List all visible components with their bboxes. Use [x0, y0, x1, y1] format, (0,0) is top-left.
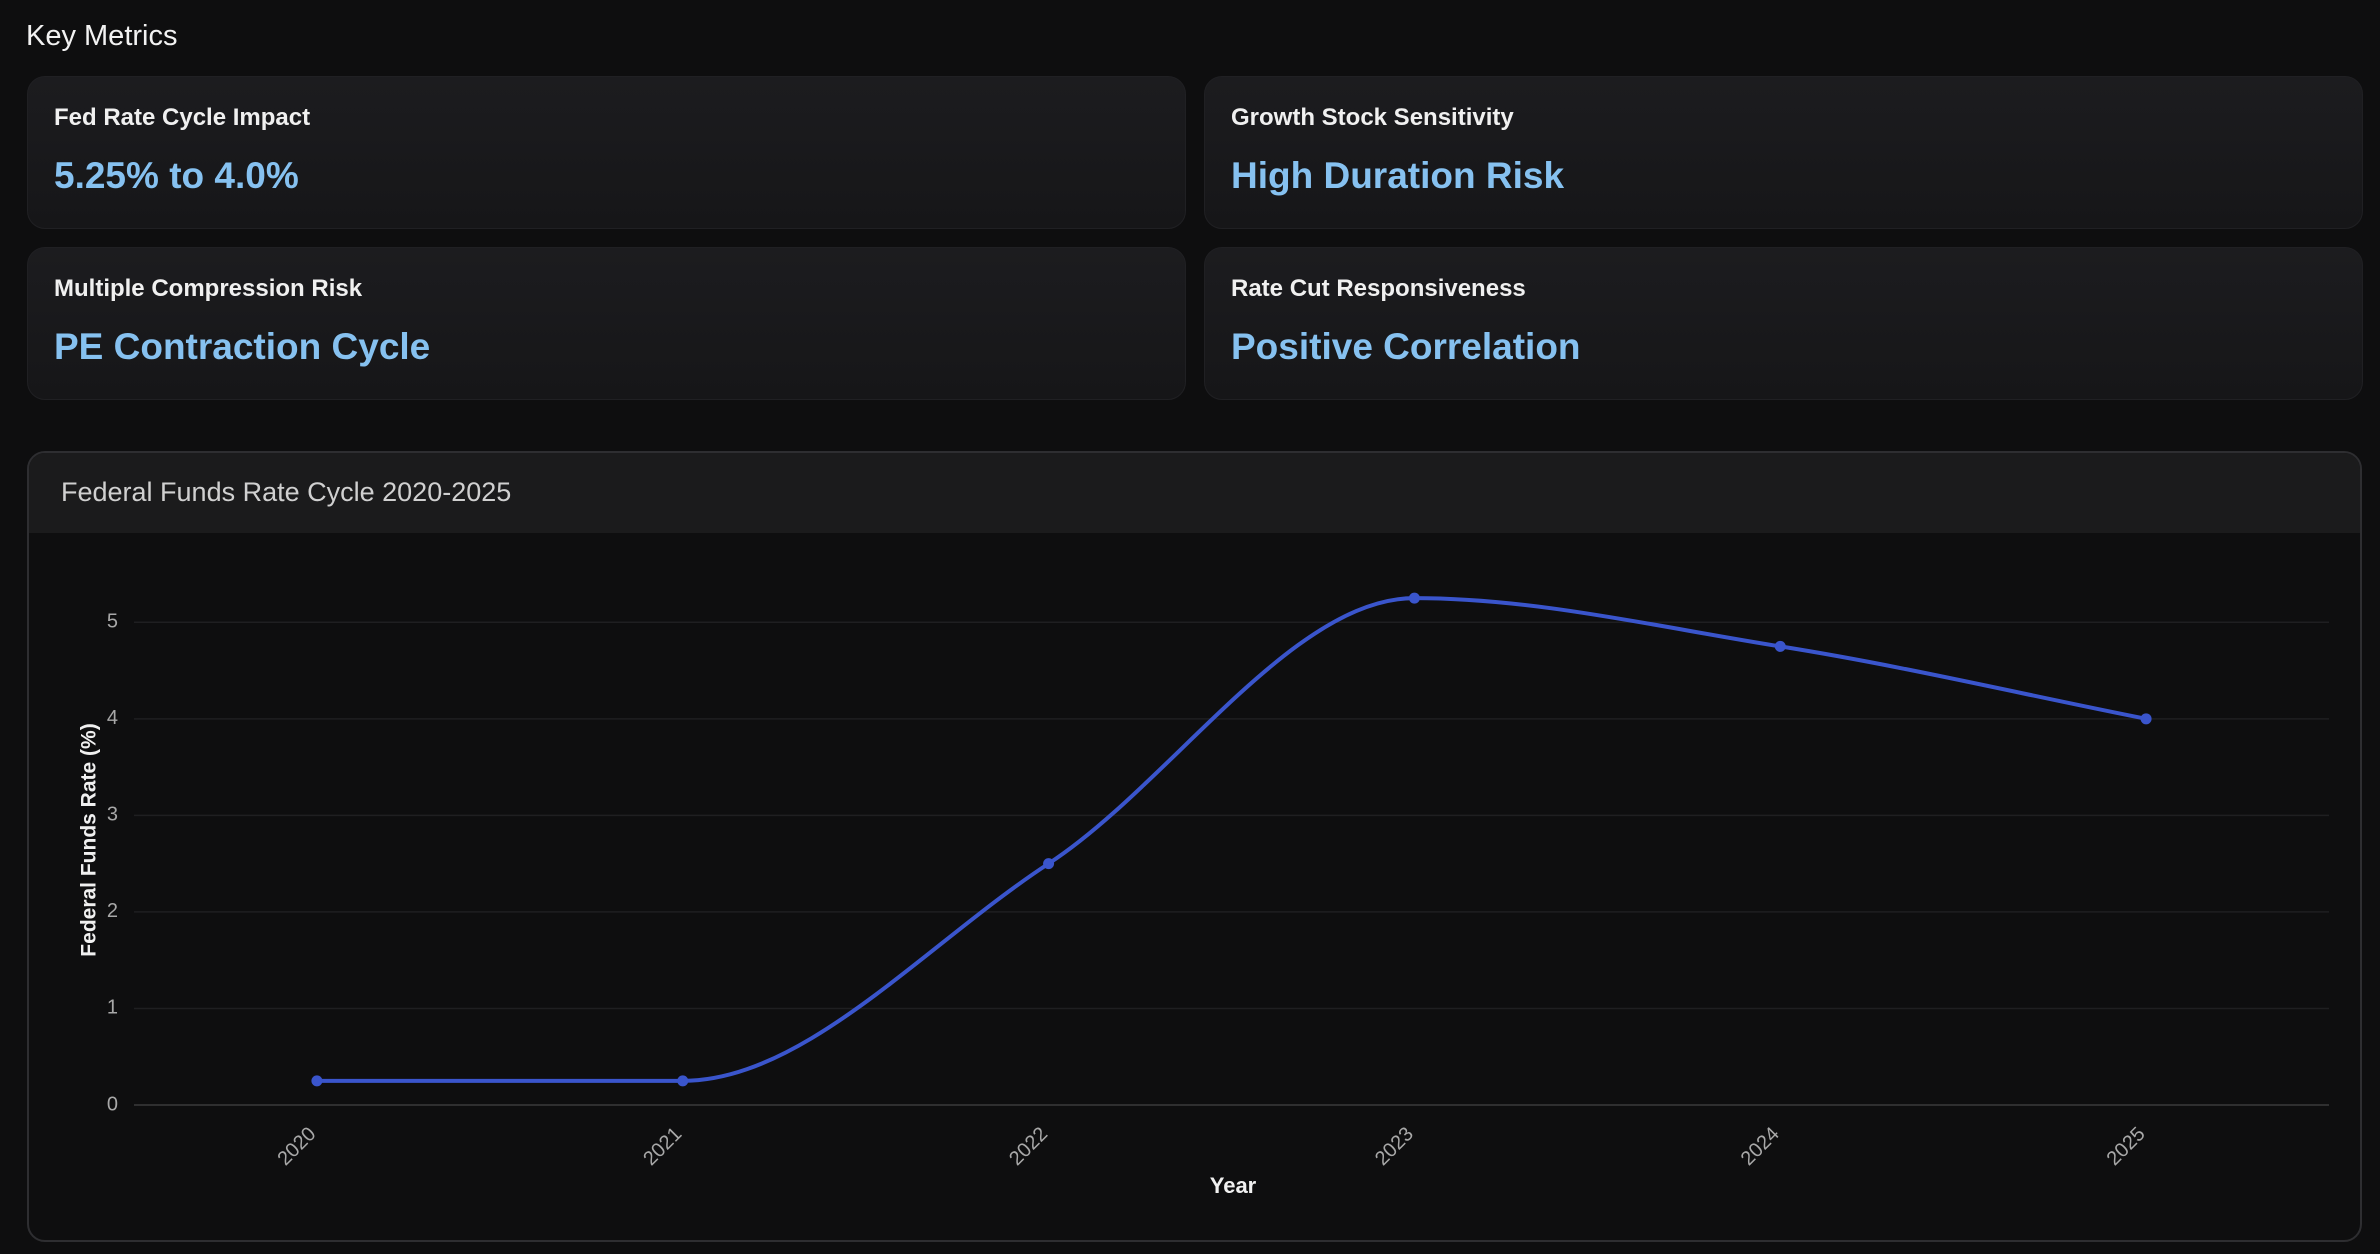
y-axis-label: Federal Funds Rate (%) [78, 723, 101, 956]
chart-header: Federal Funds Rate Cycle 2020-2025 [29, 453, 2360, 533]
point [311, 1075, 323, 1087]
point [1043, 858, 1055, 870]
chart-title: Federal Funds Rate Cycle 2020-2025 [61, 477, 512, 507]
metric-value: Positive Correlation [1231, 326, 1581, 367]
y-tick-label: 3 [107, 804, 118, 826]
x-tick-label: 2021 [639, 1123, 686, 1170]
section-title: Key Metrics [26, 20, 178, 52]
metric-value: 5.25% to 4.0% [54, 155, 299, 196]
metric-card: Fed Rate Cycle Impact 5.25% to 4.0% [27, 76, 1186, 229]
metric-card: Rate Cut Responsiveness Positive Correla… [1204, 247, 2363, 400]
metric-card: Multiple Compression Risk PE Contraction… [27, 247, 1186, 400]
metric-card: Growth Stock Sensitivity High Duration R… [1204, 76, 2363, 229]
line [316, 596, 2147, 1083]
point [1774, 640, 1786, 652]
y-tick-label: 4 [107, 707, 118, 729]
metric-label: Rate Cut Responsiveness [1231, 275, 1526, 302]
point [677, 1075, 689, 1087]
chart-panel: Federal Funds Rate Cycle 2020-2025 [27, 451, 2362, 1242]
x-tick-label: 2023 [1371, 1123, 1418, 1170]
y-tick-label: 0 [107, 1093, 118, 1115]
x-tick-label: 2025 [2103, 1123, 2150, 1170]
x-tick-label: 2020 [273, 1123, 320, 1170]
metric-value: PE Contraction Cycle [54, 326, 431, 367]
point [1408, 592, 1420, 604]
y-tick-label: 1 [107, 997, 118, 1019]
x-axis-label: Year [1210, 1173, 1257, 1198]
y-tick-label: 2 [107, 900, 118, 922]
y-tick-label: 5 [107, 611, 118, 633]
metric-label: Growth Stock Sensitivity [1231, 104, 1514, 131]
x-tick-label: 2022 [1005, 1123, 1052, 1170]
point [2140, 713, 2152, 725]
metric-label: Multiple Compression Risk [54, 275, 363, 302]
metric-value: High Duration Risk [1231, 155, 1565, 196]
metric-label: Fed Rate Cycle Impact [54, 104, 311, 131]
x-tick-label: 2024 [1737, 1123, 1784, 1170]
